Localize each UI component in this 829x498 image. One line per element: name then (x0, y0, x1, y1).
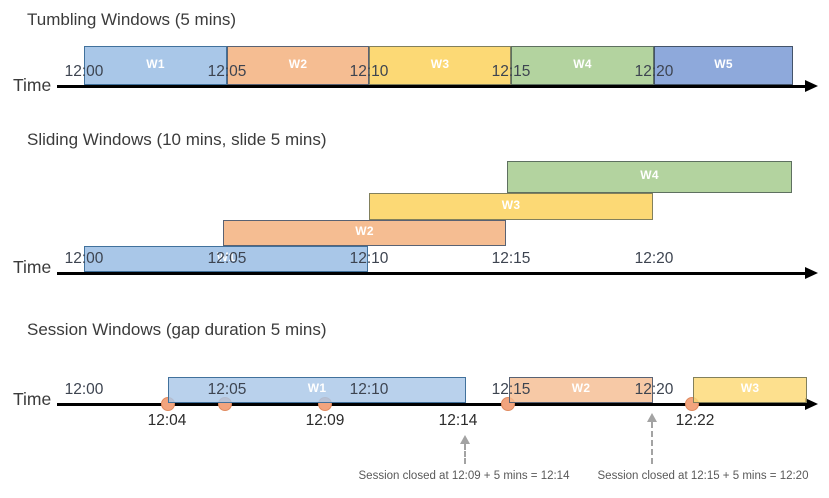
tick-label: 12:10 (349, 250, 389, 267)
time-axis-arrowhead-icon (805, 266, 818, 279)
window-w3: W3 (369, 46, 511, 85)
event-time-label: 12:22 (675, 412, 715, 429)
window-label: W2 (571, 381, 591, 395)
window-w2: W2 (223, 220, 506, 246)
window-w5: W5 (654, 46, 793, 85)
window-w1: W1 (168, 377, 466, 403)
time-axis-arrowhead-icon (805, 397, 818, 410)
tick-label: 12:20 (634, 381, 674, 398)
tick-label: 12:15 (491, 381, 531, 398)
window-w1: W1 (84, 246, 368, 272)
time-axis-arrowhead-icon (805, 79, 818, 92)
window-label: W3 (501, 197, 521, 212)
window-w3: W3 (693, 377, 807, 403)
window-label: W2 (288, 56, 308, 71)
sliding-section-title: Sliding Windows (10 mins, slide 5 mins) (27, 130, 327, 149)
sliding-time-axis-label: Time (13, 257, 52, 277)
window-w4: W4 (507, 161, 792, 193)
time-axis-line (57, 85, 805, 88)
tick-label: 12:05 (207, 250, 247, 267)
tick-label: 12:10 (349, 63, 389, 80)
window-w2: W2 (509, 377, 653, 403)
session-closed-annotation: Session closed at 12:15 + 5 mins = 12:20 (597, 470, 809, 482)
window-label: W3 (430, 56, 450, 71)
tumbling-time-axis-label: Time (13, 75, 52, 95)
tick-label: 12:20 (634, 250, 674, 267)
time-axis-line (57, 403, 805, 406)
window-w4: W4 (511, 46, 654, 85)
event-time-label: 12:04 (147, 412, 187, 429)
tick-label: 12:00 (64, 381, 104, 398)
time-axis-line (57, 272, 805, 275)
window-label: W1 (307, 381, 327, 395)
annotation-arrow-dashes (651, 422, 653, 464)
window-label: W4 (573, 56, 592, 71)
window-label: W2 (355, 224, 374, 238)
tick-label: 12:15 (491, 63, 531, 80)
annotation-arrow-up-icon (460, 435, 470, 444)
tick-label: 12:05 (207, 381, 247, 398)
tick-label: 12:05 (207, 63, 247, 80)
session-time-axis-label: Time (13, 389, 52, 409)
window-label: W1 (216, 250, 236, 264)
window-label: W5 (714, 56, 733, 71)
event-time-label: 12:09 (305, 412, 345, 429)
tick-label: 12:00 (64, 63, 104, 80)
window-label: W4 (640, 168, 659, 182)
tick-label: 12:10 (349, 381, 389, 398)
tick-label: 12:15 (491, 250, 531, 267)
window-w2: W2 (227, 46, 369, 85)
window-label: W3 (740, 381, 760, 395)
tick-label: 12:20 (634, 63, 674, 80)
session-closed-annotation: Session closed at 12:09 + 5 mins = 12:14 (358, 470, 570, 482)
window-w1: W1 (84, 46, 227, 85)
event-time-label: 12:14 (438, 412, 478, 429)
annotation-arrow-dashes (464, 444, 466, 464)
session-section-title: Session Windows (gap duration 5 mins) (27, 320, 327, 339)
tick-label: 12:00 (64, 250, 104, 267)
window-label: W1 (146, 56, 165, 71)
annotation-arrow-up-icon (647, 413, 657, 422)
tumbling-section-title: Tumbling Windows (5 mins) (27, 10, 237, 29)
window-w3: W3 (369, 193, 653, 220)
